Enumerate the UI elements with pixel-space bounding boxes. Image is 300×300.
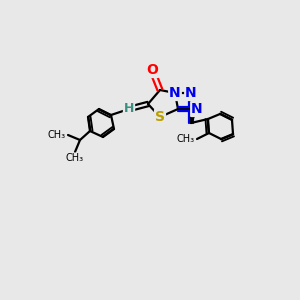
Text: CH₃: CH₃ (48, 130, 66, 140)
Text: H: H (124, 103, 134, 116)
Text: N: N (169, 86, 181, 100)
Text: CH₃: CH₃ (66, 153, 84, 163)
Text: N: N (185, 86, 197, 100)
Text: CH₃: CH₃ (177, 134, 195, 144)
Text: S: S (155, 110, 165, 124)
Text: O: O (146, 63, 158, 77)
Text: N: N (191, 102, 203, 116)
